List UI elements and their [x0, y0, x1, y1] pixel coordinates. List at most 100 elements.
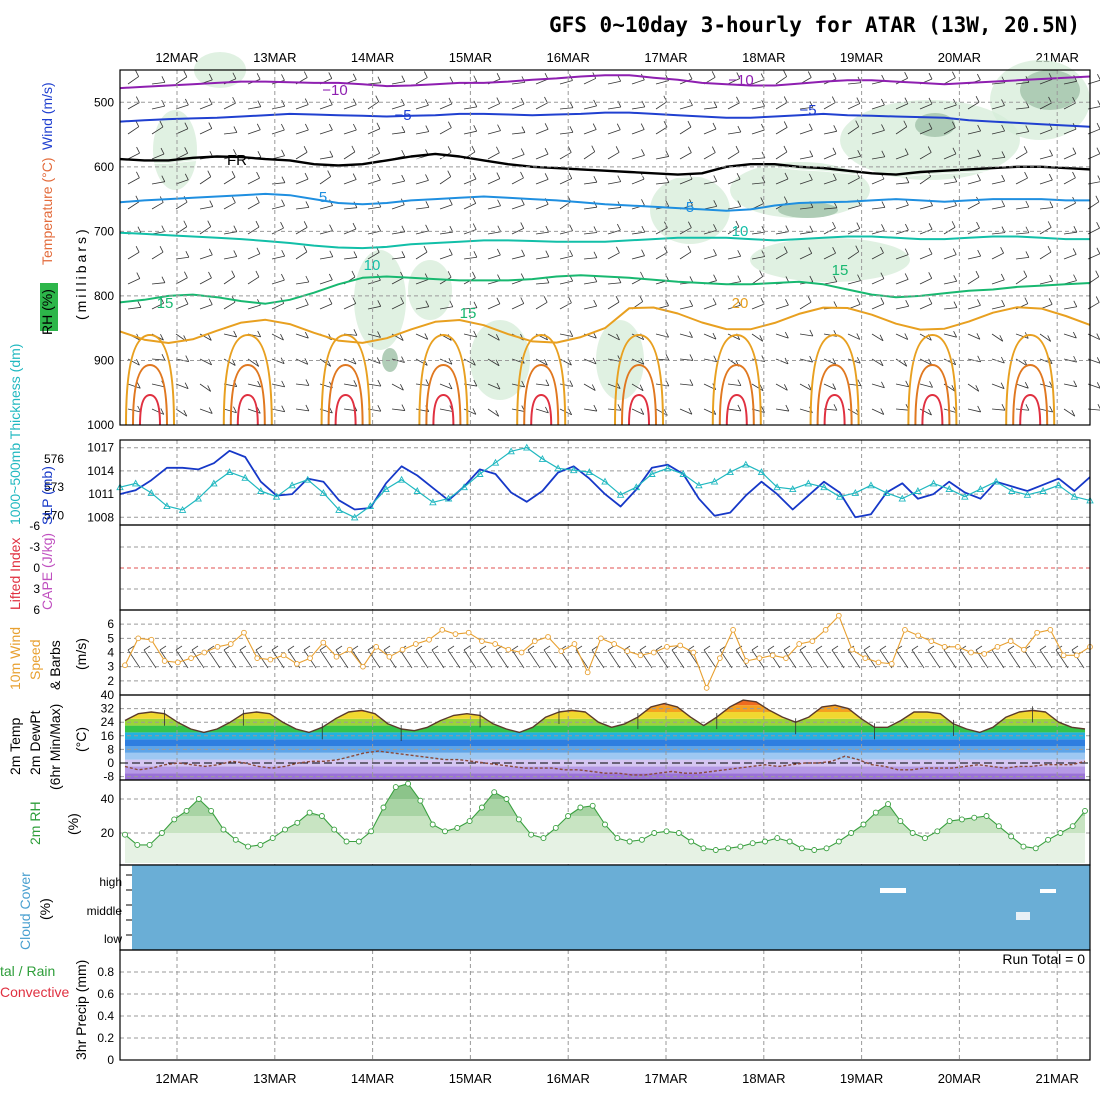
wind-barb-flag [520, 297, 525, 304]
rh2m-marker [1008, 833, 1015, 840]
wind-barb-flag [161, 354, 166, 361]
precip-tick: 0.2 [97, 1031, 114, 1045]
wind-barb [271, 205, 285, 210]
temp2m-tick: 24 [101, 715, 115, 729]
wind-barb [415, 306, 429, 310]
wind10-marker [267, 656, 274, 663]
wind-barb-flag [135, 70, 140, 77]
wind-barb [943, 104, 957, 110]
thickness-marker [1023, 490, 1032, 498]
wind-barb [1039, 128, 1053, 135]
wind-barb-flag [327, 360, 332, 367]
wind-barb-flag [401, 149, 406, 157]
wind-barb [1039, 207, 1053, 210]
wind10-marker [333, 653, 340, 660]
wind-barb [1063, 306, 1077, 310]
wind-barb-flag [159, 245, 164, 253]
wind-barb-flag [1096, 147, 1100, 154]
wind-barb [271, 279, 285, 285]
label-precip: 3hr Precip (mm) [73, 960, 89, 1060]
top-date-axis: 12MAR 13MAR 14MAR 15MAR 16MAR 17MAR 18MAR 19MAR… [155, 50, 1079, 65]
warm-contour [418, 333, 469, 426]
isotherm-line [119, 274, 1091, 305]
thickness-marker [601, 477, 609, 485]
wind-barb [607, 207, 621, 210]
thickness-marker [851, 488, 860, 496]
wind-barb-flag [1025, 251, 1030, 258]
wind-barb [799, 179, 813, 185]
wind-barb [223, 231, 237, 235]
wind-barb-flag [233, 126, 238, 133]
wind10-barb [1023, 649, 1037, 669]
li-tick: 0 [33, 561, 40, 575]
upper-ytick: 600 [94, 160, 114, 174]
wind-barb [343, 303, 356, 310]
rh2m-marker [934, 828, 941, 835]
wind10-barb [783, 649, 797, 669]
wind-barb [175, 152, 188, 160]
wind-barb [511, 103, 525, 110]
wind10-marker [412, 641, 419, 647]
wind10-barbs [127, 645, 1085, 669]
wind-barb [967, 383, 979, 392]
rh-shade-blob [354, 250, 406, 350]
wind-barb [463, 203, 476, 210]
wind-barb-flag [352, 297, 357, 304]
wind-barb-flag [521, 76, 526, 83]
wind10-barb-flag [783, 645, 791, 651]
wind-barb-flag [784, 384, 788, 391]
wind-barb-flag [783, 246, 788, 253]
li-tick: 6 [33, 603, 40, 617]
wind-barb-flag [952, 358, 957, 365]
precip-frame [119, 949, 1091, 1061]
rh2m-marker [774, 835, 781, 842]
rh2m-marker [577, 804, 584, 811]
wind-barb-flag [521, 249, 525, 257]
wind-barb-flag [305, 275, 310, 283]
thickness-marker [742, 460, 750, 468]
wind-barb [487, 333, 500, 341]
thickness-marker [444, 494, 453, 502]
wind-barb-flag [688, 408, 693, 415]
rh2m-marker [257, 841, 264, 848]
wind-barb-flag [665, 353, 670, 361]
thickness-marker [178, 505, 187, 513]
wind-barb [247, 304, 261, 310]
wind10-barb-flag [383, 645, 391, 651]
wind-barb [679, 251, 692, 260]
wind-barb [1039, 179, 1053, 185]
wind-barb-flag [711, 71, 716, 78]
wind-barb-flag [208, 271, 212, 279]
cloud-panel: high middle low Cloud Cover (%) [17, 864, 1091, 951]
label-barbs: & Barbs [47, 640, 63, 690]
wind-barb [679, 383, 693, 386]
wind-barb-flag [903, 360, 908, 367]
label-temp-unit: (°C) [73, 727, 89, 752]
wind-barb [295, 129, 309, 135]
wind-barb [415, 230, 429, 235]
wind-barb-flag [928, 223, 933, 230]
thickness-marker [726, 468, 734, 476]
wind-barb-flag [809, 150, 814, 157]
wind-barb-flag [423, 71, 428, 78]
wind10-marker [902, 626, 908, 633]
wind-barb-flag [257, 380, 262, 388]
wind-barb-flag [377, 173, 381, 181]
wind10-marker [426, 636, 432, 643]
wind-barb-flag [425, 300, 430, 307]
wind-barb [775, 304, 789, 310]
wind10-marker [122, 662, 128, 669]
wind-barb [511, 154, 525, 160]
wind-barb [703, 107, 717, 110]
wind-barb [847, 280, 861, 285]
wind10-barb-flag [799, 645, 807, 651]
wind-barb [511, 255, 525, 260]
wind-barb [175, 104, 189, 110]
wind-barb [1015, 177, 1028, 185]
wind-barb [703, 254, 717, 260]
isotherm-line [119, 74, 1091, 90]
wind-barb-flag [808, 123, 813, 131]
wind-barb-flag [472, 172, 477, 180]
wind-barb [631, 358, 645, 365]
wind10-barb [927, 649, 941, 669]
